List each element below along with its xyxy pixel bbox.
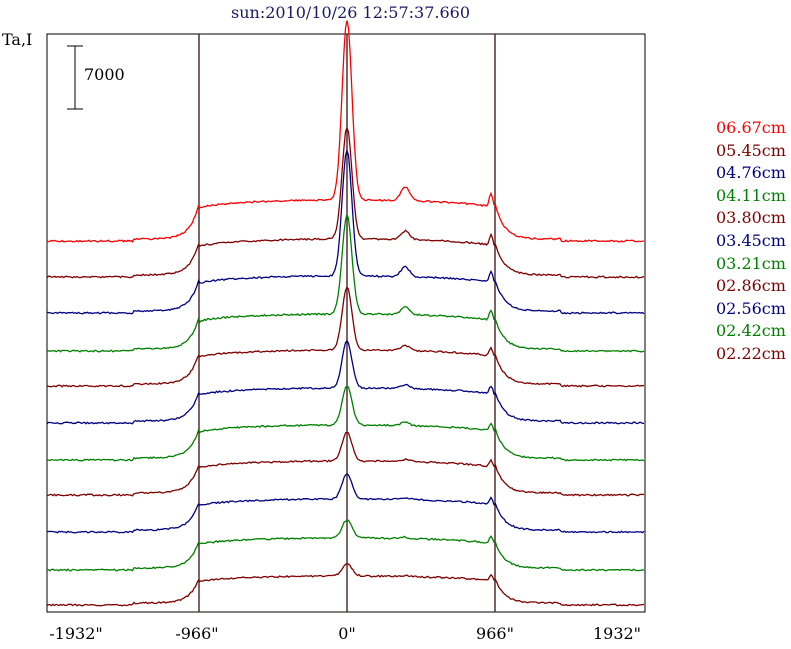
scale-bar (67, 45, 83, 110)
legend-entry: 03.45cm (716, 230, 786, 250)
x-tick-label: 0" (338, 624, 356, 643)
x-tick-label: -966" (175, 624, 219, 643)
series-line (46, 563, 645, 607)
legend: 06.67cm 05.45cm 04.76cm 04.11cm 03.80cm 03.45… (716, 117, 786, 366)
legend-entry: 03.21cm (716, 253, 786, 273)
x-tick-label: -1932" (49, 624, 103, 643)
series-line (46, 472, 645, 534)
series-line (46, 385, 645, 462)
legend-entry: 06.67cm (716, 118, 786, 137)
series-line (46, 285, 645, 388)
series-line (46, 431, 645, 497)
plot-frame (46, 33, 646, 613)
series-line (46, 212, 645, 353)
series-line (46, 126, 645, 279)
legend-entry: 02.86cm (716, 276, 786, 296)
legend-entry: 02.22cm (716, 343, 786, 363)
legend-entry: 02.56cm (716, 298, 786, 318)
legend-entry: 04.76cm (716, 163, 786, 183)
legend-entry: 05.45cm (716, 140, 786, 160)
vertical-markers (198, 34, 496, 612)
y-axis-label: Ta,I (2, 30, 33, 49)
x-tick-label: 1932" (592, 624, 642, 643)
chart-title: sun:2010/10/26 12:57:37.660 (231, 3, 470, 22)
legend-entry: 02.42cm (716, 321, 786, 341)
series-line (46, 519, 645, 572)
legend-entry: 04.11cm (716, 185, 786, 205)
x-tick-label: 966" (476, 624, 514, 643)
series-line (46, 148, 645, 315)
series-line (46, 20, 644, 243)
trace-lines (46, 20, 645, 607)
scale-bar-label: 7000 (84, 65, 125, 84)
legend-entry: 03.80cm (716, 208, 786, 228)
series-line (46, 339, 645, 425)
